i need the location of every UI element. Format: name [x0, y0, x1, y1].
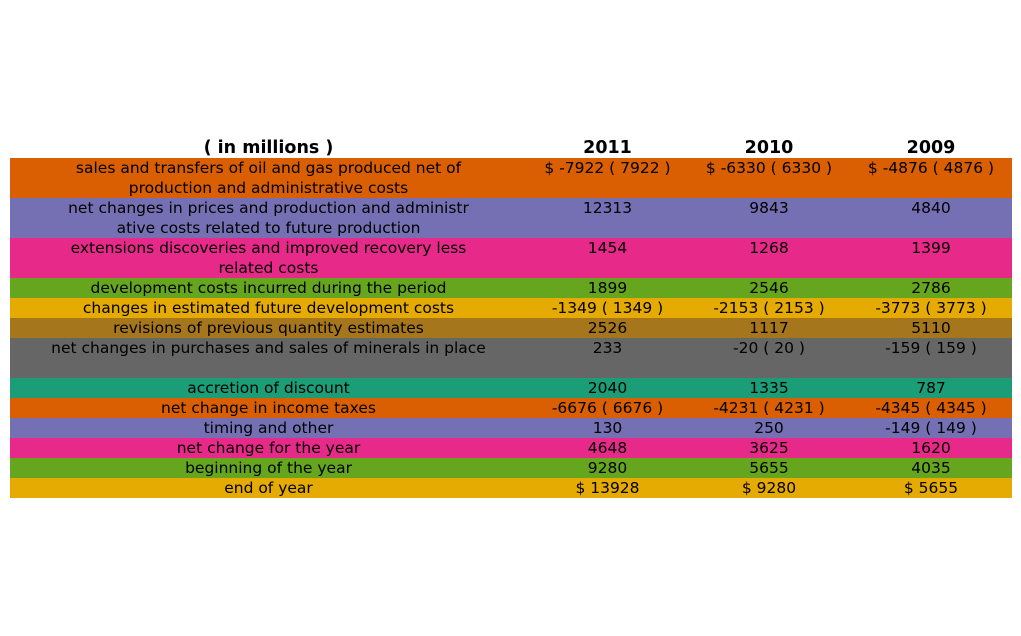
cell-2009: 1399: [911, 239, 951, 257]
table-row: beginning of the year 9280 5655 4035: [10, 458, 1012, 478]
cell-2010: $ -6330 ( 6330 ): [705, 159, 833, 177]
row-label-text: extensions discoveries and improved reco…: [70, 239, 467, 277]
cell-2010: -20 ( 20 ): [733, 339, 805, 357]
cell-2009: -4345 ( 4345 ): [875, 399, 987, 417]
row-label: net change for the year: [10, 438, 527, 458]
cell-2011: 2040: [587, 379, 628, 397]
cell-2011: 1454: [587, 239, 628, 257]
cell-2009: 2786: [911, 279, 951, 297]
row-label-text: net change for the year: [176, 439, 361, 457]
cell-2010: 9843: [749, 199, 789, 217]
cell-2009: 787: [916, 379, 946, 397]
cell-2010: 2546: [749, 279, 789, 297]
cell-2011: 130: [592, 419, 623, 437]
cell-2011: 1899: [587, 279, 628, 297]
cell-2011: 12313: [582, 199, 633, 217]
cell-2010: 1117: [749, 319, 789, 337]
cell-2010: -2153 ( 2153 ): [713, 299, 825, 317]
cell-2009: $ -4876 ( 4876 ): [867, 159, 995, 177]
row-label: net changes in prices and production and…: [10, 198, 527, 238]
row-label-text: net change in income taxes: [161, 399, 376, 417]
cell-2009: -3773 ( 3773 ): [875, 299, 987, 317]
cell-2010: 1335: [749, 379, 789, 397]
cell-2010: 5655: [749, 459, 789, 477]
cell-2009: 1620: [911, 439, 951, 457]
table-row: net changes in prices and production and…: [10, 198, 1012, 238]
data-table: ( in millions ) 2011 2010 2009 sales and…: [10, 137, 1012, 498]
cell-2011: 2526: [587, 319, 628, 337]
cell-2011: 233: [592, 339, 623, 357]
row-label: net change in income taxes: [10, 398, 527, 418]
header-2010: 2010: [744, 138, 794, 158]
table-row: timing and other 130 250 -149 ( 149 ): [10, 418, 1012, 438]
cell-2009: 4840: [911, 199, 951, 217]
cell-2009: 5110: [911, 319, 951, 337]
cell-2010: -4231 ( 4231 ): [713, 399, 825, 417]
cell-2011: $ 13928: [575, 479, 640, 497]
table-row: development costs incurred during the pe…: [10, 278, 1012, 298]
cell-2010: 1268: [749, 239, 789, 257]
row-label: accretion of discount: [10, 378, 527, 398]
row-label-text: changes in estimated future development …: [82, 299, 455, 317]
table-row: end of year $ 13928 $ 9280 $ 5655: [10, 478, 1012, 498]
cell-2010: 3625: [749, 439, 789, 457]
row-label-text: timing and other: [203, 419, 334, 437]
row-label: sales and transfers of oil and gas produ…: [10, 158, 527, 198]
table-row: sales and transfers of oil and gas produ…: [10, 158, 1012, 198]
table-row: extensions discoveries and improved reco…: [10, 238, 1012, 278]
row-label: timing and other: [10, 418, 527, 438]
table-row: net change for the year 4648 3625 1620: [10, 438, 1012, 458]
row-label: changes in estimated future development …: [10, 298, 527, 318]
header-label-column: ( in millions ): [203, 138, 334, 158]
row-label: beginning of the year: [10, 458, 527, 478]
row-label-text: sales and transfers of oil and gas produ…: [75, 159, 462, 197]
row-label: development costs incurred during the pe…: [10, 278, 527, 298]
table-row: accretion of discount 2040 1335 787: [10, 378, 1012, 398]
row-label-text: accretion of discount: [187, 379, 350, 397]
cell-2009: $ 5655: [903, 479, 959, 497]
cell-2011: 4648: [587, 439, 628, 457]
table-row: net change in income taxes -6676 ( 6676 …: [10, 398, 1012, 418]
row-label: revisions of previous quantity estimates: [10, 318, 527, 338]
cell-2011: -6676 ( 6676 ): [551, 399, 664, 417]
cell-2011: -1349 ( 1349 ): [551, 299, 664, 317]
row-label: extensions discoveries and improved reco…: [10, 238, 527, 278]
row-label-text: net changes in purchases and sales of mi…: [51, 339, 486, 357]
table-header-row: ( in millions ) 2011 2010 2009: [10, 137, 1012, 158]
row-label-text: end of year: [224, 479, 313, 497]
header-2011: 2011: [583, 138, 632, 158]
cell-2010: $ 9280: [741, 479, 797, 497]
row-label-text: beginning of the year: [185, 459, 352, 477]
row-label-text: development costs incurred during the pe…: [90, 279, 447, 297]
cell-2009: -149 ( 149 ): [885, 419, 977, 437]
table-row: revisions of previous quantity estimates…: [10, 318, 1012, 338]
cell-2011: 9280: [587, 459, 628, 477]
cell-2011: $ -7922 ( 7922 ): [544, 159, 671, 177]
row-label: net changes in purchases and sales of mi…: [10, 338, 527, 358]
row-label: end of year: [10, 478, 527, 498]
table-row: net changes in purchases and sales of mi…: [10, 338, 1012, 378]
table-row: changes in estimated future development …: [10, 298, 1012, 318]
row-label-text: net changes in prices and production and…: [68, 199, 469, 237]
header-2009: 2009: [906, 138, 956, 158]
cell-2009: -159 ( 159 ): [885, 339, 977, 357]
cell-2009: 4035: [911, 459, 951, 477]
row-label-text: revisions of previous quantity estimates: [113, 319, 424, 337]
cell-2010: 250: [754, 419, 784, 437]
